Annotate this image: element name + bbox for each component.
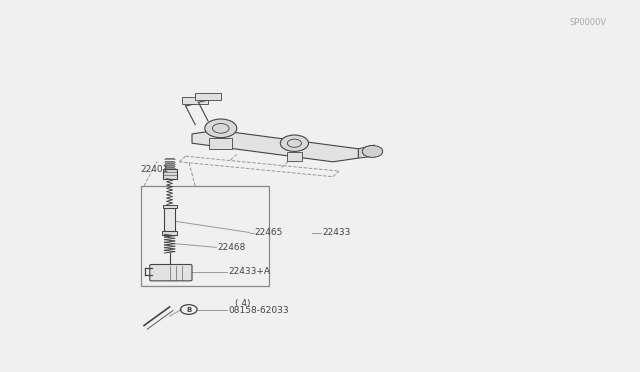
Bar — [163, 205, 177, 208]
Text: 22401: 22401 — [141, 165, 169, 174]
Text: 22468: 22468 — [218, 243, 246, 252]
Bar — [195, 93, 221, 100]
Circle shape — [362, 145, 383, 157]
Text: 08158-62033: 08158-62033 — [228, 306, 289, 315]
Bar — [163, 169, 177, 179]
Bar — [182, 97, 208, 104]
Text: SP0000V: SP0000V — [570, 18, 607, 27]
Text: ( 4): ( 4) — [235, 299, 250, 308]
Bar — [162, 231, 177, 235]
Bar — [287, 152, 302, 161]
Bar — [209, 138, 232, 149]
FancyBboxPatch shape — [150, 264, 192, 281]
Polygon shape — [358, 145, 374, 158]
Bar — [164, 208, 175, 231]
Text: 22465: 22465 — [255, 228, 283, 237]
Bar — [141, 186, 269, 286]
Text: B: B — [186, 307, 191, 312]
Polygon shape — [192, 130, 358, 162]
Text: 22433: 22433 — [322, 228, 350, 237]
Text: 22433+A: 22433+A — [228, 267, 271, 276]
Circle shape — [280, 135, 308, 151]
Circle shape — [205, 119, 237, 138]
